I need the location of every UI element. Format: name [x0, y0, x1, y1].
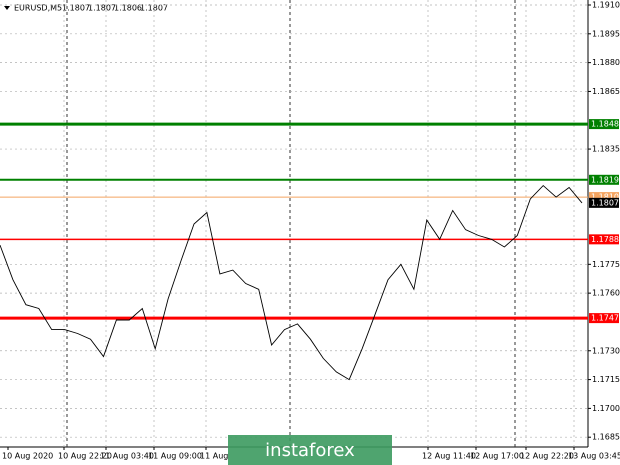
ohlc-open: 1.1807 — [62, 4, 90, 13]
level-label: 1.1788 — [591, 235, 619, 244]
y-tick-label: 1.1685 — [592, 433, 620, 442]
level-label: 1.1819 — [591, 175, 619, 184]
y-tick-label: 1.1715 — [592, 375, 620, 384]
ohlc-high: 1.1807 — [88, 4, 116, 13]
x-tick-label: 10 Aug 22:20 — [58, 452, 112, 461]
level-label-box — [589, 174, 619, 185]
level-label-box — [589, 313, 619, 324]
y-tick-label: 1.1835 — [592, 145, 620, 154]
x-tick-label: 12 Aug 11:40 — [422, 452, 476, 461]
y-tick-label: 1.1865 — [592, 87, 620, 96]
watermark: instaforex — [265, 440, 355, 461]
last-price-box — [589, 197, 619, 208]
symbol: EURUSD,M5 — [14, 4, 62, 13]
x-tick-label: 13 Aug 03:45 — [568, 452, 620, 461]
y-tick-label: 1.1760 — [592, 289, 620, 298]
level-label: 1.1810 — [591, 193, 619, 202]
y-tick-label: 1.1910 — [592, 0, 620, 9]
y-tick-label: 1.1700 — [592, 404, 620, 413]
y-tick-label: 1.1730 — [592, 346, 620, 355]
dropdown-icon — [4, 6, 10, 10]
header: EURUSD,M5 1.1807 1.1807 1.1806 1.1807 — [4, 4, 168, 13]
watermark-box — [228, 435, 392, 465]
x-tick-label: 12 Aug 22:20 — [520, 452, 574, 461]
y-tick-label: 1.1895 — [592, 29, 620, 38]
price-line — [0, 184, 583, 381]
ohlc-close: 1.1807 — [140, 4, 168, 13]
x-tick-label: 11 Aug 03:40 — [100, 452, 154, 461]
level-label: 1.1848 — [591, 120, 619, 129]
x-tick-label: 12 Aug 17:00 — [470, 452, 524, 461]
y-tick-label: 1.1775 — [592, 260, 620, 269]
level-label-box — [589, 119, 619, 130]
y-tick-label: 1.1880 — [592, 58, 620, 67]
level-label: 1.1747 — [591, 314, 619, 323]
x-tick-label: 11 Aug — [200, 452, 228, 461]
last-price-label: 1.1807 — [591, 198, 619, 207]
level-label-box — [589, 234, 619, 245]
ohlc-low: 1.1806 — [114, 4, 142, 13]
x-tick-label: 10 Aug 2020 — [2, 452, 53, 461]
x-tick-label: 11 Aug 09:00 — [148, 452, 202, 461]
level-label-box — [589, 192, 619, 203]
